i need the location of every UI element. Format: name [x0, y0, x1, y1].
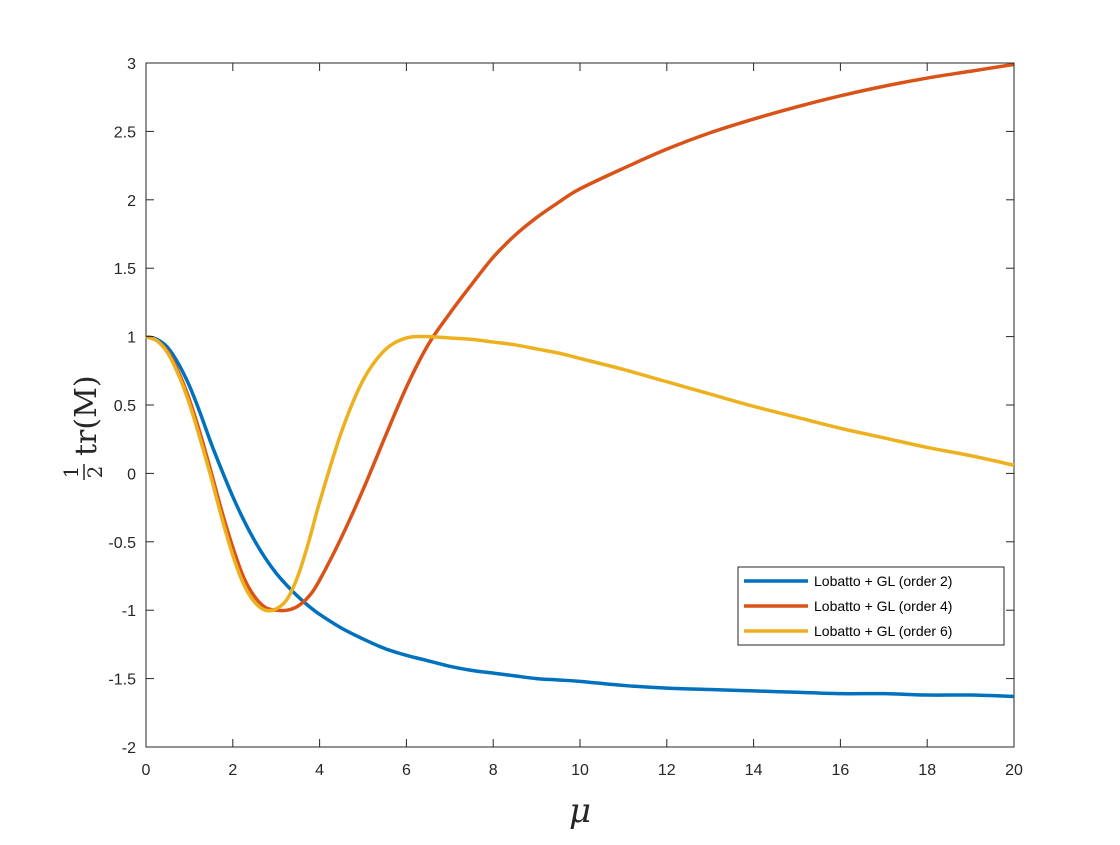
y-tick-label: -1.5	[108, 672, 136, 689]
y-tick-label: 1.5	[114, 261, 136, 278]
y-tick-label: -0.5	[108, 535, 136, 552]
x-tick-label: 12	[658, 762, 676, 779]
y-tick-label: 2	[127, 193, 136, 210]
x-tick-label: 6	[402, 762, 411, 779]
y-axis-label-text: tr(M)	[69, 375, 104, 456]
y-tick-label: -2	[122, 740, 136, 757]
x-tick-label: 14	[745, 762, 763, 779]
axis-labels: μ 1 2 tr(M)	[59, 375, 591, 831]
x-tick-label: 0	[142, 762, 151, 779]
y-axis-label-frac-den: 2	[83, 466, 107, 479]
legend-label-1: Lobatto + GL (order 2)	[814, 573, 952, 589]
y-axis-label: 1 2 tr(M)	[59, 375, 107, 480]
y-tick-label: 0.5	[114, 398, 136, 415]
legend: Lobatto + GL (order 2) Lobatto + GL (orde…	[737, 566, 1005, 646]
series-lines	[145, 62, 1015, 699]
y-axis-label-frac-num: 1	[59, 466, 83, 479]
legend-label-3: Lobatto + GL (order 6)	[814, 623, 952, 639]
y-tick-label: 0	[127, 466, 136, 483]
y-tick-label: 2.5	[114, 124, 136, 141]
y-tick-label: 1	[127, 330, 136, 347]
axis-ticks	[145, 62, 1015, 748]
y-tick-label: 3	[127, 56, 136, 73]
legend-label-2: Lobatto + GL (order 4)	[814, 598, 952, 614]
series-line-1	[145, 334, 1015, 699]
x-tick-label: 4	[315, 762, 324, 779]
x-tick-label: 8	[489, 762, 498, 779]
x-tick-label: 16	[832, 762, 850, 779]
x-tick-label: 10	[571, 762, 589, 779]
x-axis-label: μ	[569, 791, 591, 831]
x-tick-label: 18	[918, 762, 936, 779]
series-line-3	[145, 334, 1015, 613]
tick-labels: 0 2 4 6 8 10 12 14 16 18 20 -2 -1.5 -1 -0.5 0 0.5 1 1.5 2 2.…	[108, 56, 1023, 779]
y-tick-label: -1	[122, 603, 136, 620]
x-tick-label: 20	[1005, 762, 1023, 779]
x-tick-label: 2	[228, 762, 237, 779]
